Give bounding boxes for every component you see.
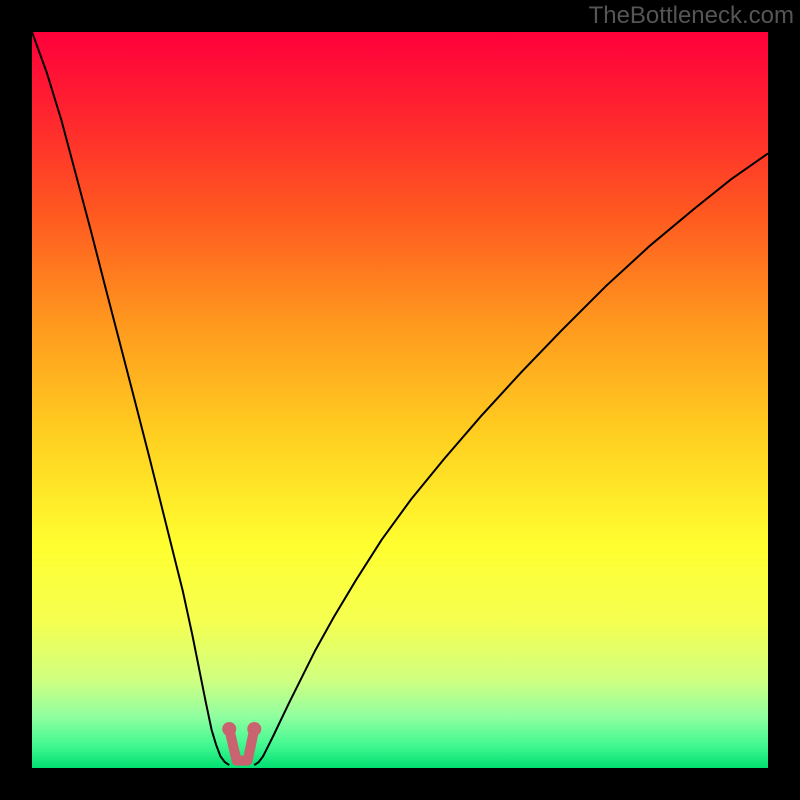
sweet-spot-marker [222,722,236,736]
chart-gradient-background [32,32,768,768]
bottleneck-chart [0,0,800,800]
watermark-text: TheBottleneck.com [589,2,794,30]
sweet-spot-marker [247,722,261,736]
